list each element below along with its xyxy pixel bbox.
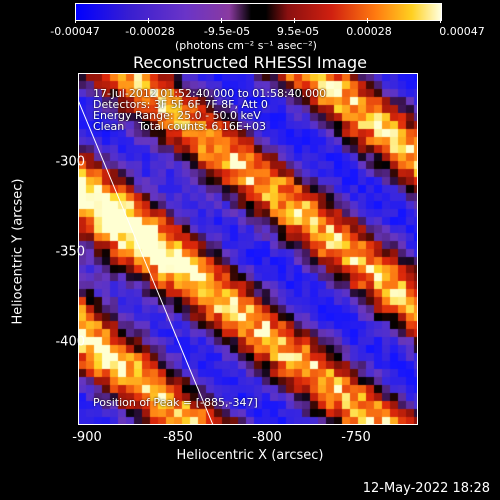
y-tick-label: -400 — [55, 334, 85, 350]
colorbar-tick-label: -0.00047 — [50, 25, 100, 38]
colorbar-tick-label: 0.00047 — [439, 25, 485, 38]
info-clean: Clean Total counts: 6.16E+03 — [93, 120, 267, 133]
colorbar-tick-label: -0.00028 — [125, 25, 175, 38]
x-tick-label: -800 — [252, 430, 282, 445]
info-energy: Energy Range: 25.0 - 50.0 keV — [93, 109, 261, 122]
info-time: 17-Jul-2012 01:52:40.000 to 01:58:40.000 — [93, 87, 327, 100]
plot-title: Reconstructed RHESSI Image — [133, 53, 367, 72]
x-tick-label: -900 — [72, 430, 102, 445]
y-axis-label: Heliocentric Y (arcsec) — [10, 178, 26, 325]
colorbar-tick-label: 9.5e-05 — [276, 25, 320, 38]
colorbar-unit: (photons cm⁻² s⁻¹ asec⁻²) — [175, 39, 317, 52]
info-detectors: Detectors: 3F 5F 6F 7F 8F, Att 0 — [93, 98, 268, 111]
x-axis-label: Heliocentric X (arcsec) — [176, 448, 324, 463]
x-tick-label: -750 — [341, 430, 371, 445]
colorbar-tick — [440, 18, 441, 23]
colorbar-tick — [367, 18, 368, 23]
timestamp-footer: 12-May-2022 18:28 — [362, 481, 490, 496]
y-tick-label: -300 — [55, 154, 85, 170]
colorbar-tick — [221, 18, 222, 23]
colorbar-tick-label: 0.00028 — [346, 25, 392, 38]
image-canvas — [78, 73, 418, 425]
limb-overlay — [78, 99, 214, 425]
colorbar — [75, 3, 442, 21]
colorbar-tick-label: -9.5e-05 — [203, 25, 251, 38]
colorbar-tick — [75, 18, 76, 23]
colorbar-tick — [148, 18, 149, 23]
colorbar-tick — [294, 18, 295, 23]
solar-limb-line — [78, 99, 214, 425]
x-tick-label: -850 — [163, 430, 193, 445]
peak-position: Position of Peak = [-885,-347] — [93, 396, 258, 409]
rhessi-image[interactable]: 17-Jul-2012 01:52:40.000 to 01:58:40.000… — [78, 73, 418, 425]
y-tick-label: -350 — [55, 244, 85, 260]
